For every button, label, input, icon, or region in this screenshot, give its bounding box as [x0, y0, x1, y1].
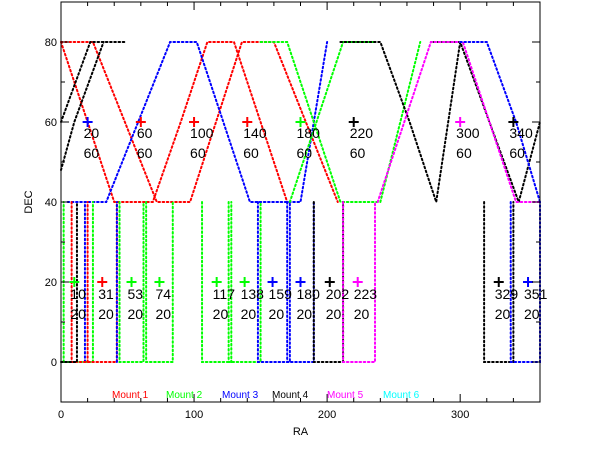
x-tick-label: 100 — [185, 409, 203, 421]
low-field-dec-label: 20 — [524, 306, 540, 322]
low-field-ra-label: 74 — [155, 286, 171, 302]
high-dec-footprint — [259, 41, 422, 203]
high-field-ra-label: 60 — [137, 125, 153, 141]
low-field-marker — [97, 277, 108, 287]
x-tick-label: 300 — [451, 409, 469, 421]
low-field-dec-label: 20 — [213, 306, 229, 322]
low-field-ra-label: 202 — [326, 286, 350, 302]
legend-item: Mount 6 — [383, 390, 420, 401]
high-dec-footprint — [60, 41, 105, 171]
high-field-marker — [82, 117, 93, 127]
low-field-marker — [352, 277, 363, 287]
low-field-marker — [154, 277, 165, 287]
low-field-ra-label: 223 — [354, 286, 378, 302]
high-dec-footprint — [60, 41, 126, 123]
high-field-ra-label: 100 — [190, 125, 214, 141]
low-field-ra-label: 10 — [70, 286, 86, 302]
field-labels: 20 60 60 60 100 60 140 60 180 60 220 60 300 60 340 60 10… — [70, 125, 547, 322]
y-tick-label: 40 — [45, 197, 57, 209]
high-field-marker — [242, 117, 253, 127]
high-dec-footprint — [459, 41, 541, 203]
legend-item: Mount 2 — [166, 390, 203, 401]
x-tick-label: 0 — [58, 409, 64, 421]
high-field-ra-label: 340 — [509, 125, 533, 141]
low-field-ra-label: 53 — [128, 286, 144, 302]
low-field-dec-label: 20 — [269, 306, 285, 322]
low-dec-footprint — [256, 201, 291, 363]
low-dec-footprint — [201, 201, 233, 363]
x-tick-label: 200 — [318, 409, 336, 421]
high-field-dec-label: 60 — [84, 145, 100, 161]
y-tick-label: 60 — [45, 117, 57, 129]
high-dec-footprint — [66, 41, 329, 203]
legend: Mount 1 Mount 2 Mount 3 Mount 4 Mount 5 Mount… — [112, 390, 420, 401]
high-dec-footprint — [376, 41, 541, 203]
low-field-ra-label: 180 — [297, 286, 321, 302]
high-field-ra-label: 20 — [84, 125, 100, 141]
low-field-ra-label: 31 — [98, 286, 114, 302]
x-axis-title: RA — [293, 426, 309, 438]
high-field-marker — [508, 117, 519, 127]
high-field-marker — [455, 117, 466, 127]
legend-item: Mount 3 — [222, 390, 259, 401]
high-field-dec-label: 60 — [297, 145, 313, 161]
high-field-marker — [348, 117, 359, 127]
low-field-dec-label: 20 — [155, 306, 171, 322]
low-field-ra-label: 138 — [241, 286, 265, 302]
y-tick-label: 20 — [45, 277, 57, 289]
low-dec-footprint — [118, 201, 145, 363]
low-field-dec-label: 20 — [241, 306, 257, 322]
high-field-dec-label: 60 — [509, 145, 525, 161]
high-field-dec-label: 60 — [243, 145, 259, 161]
legend-item: Mount 1 — [112, 390, 149, 401]
low-field-marker — [126, 277, 137, 287]
high-field-marker — [135, 117, 146, 127]
low-field-dec-label: 20 — [495, 306, 511, 322]
high-dec-footprint — [432, 41, 541, 206]
low-field-dec-label: 20 — [354, 306, 370, 322]
low-dec-footprint — [227, 201, 262, 363]
high-field-ra-label: 300 — [456, 125, 480, 141]
low-field-marker — [493, 277, 504, 287]
legend-item: Mount 5 — [327, 390, 364, 401]
high-dec-footprint — [339, 41, 462, 203]
low-field-ra-label: 159 — [269, 286, 293, 302]
high-field-dec-label: 60 — [137, 145, 153, 161]
low-field-dec-label: 20 — [70, 306, 86, 322]
low-field-marker — [69, 277, 80, 287]
low-field-dec-label: 20 — [98, 306, 114, 322]
high-field-dec-label: 60 — [456, 145, 472, 161]
field-markers — [69, 117, 534, 287]
y-axis-title: DEC — [23, 190, 35, 213]
low-field-ra-label: 329 — [495, 286, 519, 302]
high-dec-footprint — [60, 41, 289, 203]
high-field-dec-label: 60 — [350, 145, 366, 161]
low-field-marker — [295, 277, 306, 287]
low-field-dec-label: 20 — [326, 306, 342, 322]
y-tick-label: 0 — [51, 357, 57, 369]
low-field-marker — [523, 277, 534, 287]
high-field-ra-label: 140 — [243, 125, 267, 141]
low-field-marker — [211, 277, 222, 287]
low-field-dec-label: 20 — [297, 306, 313, 322]
high-field-ra-label: 220 — [350, 125, 374, 141]
low-field-marker — [267, 277, 278, 287]
low-dec-footprint — [342, 201, 377, 363]
low-field-dec-label: 20 — [128, 306, 144, 322]
high-dec-footprint — [60, 41, 339, 203]
low-field-ra-label: 117 — [213, 286, 236, 302]
y-tick-label: 80 — [45, 37, 57, 49]
axes: 0 100 200 300 0 20 40 60 80 — [45, 1, 541, 421]
high-field-marker — [295, 117, 306, 127]
high-field-marker — [189, 117, 200, 127]
low-field-ra-label: 351 — [524, 286, 548, 302]
high-field-dec-label: 60 — [190, 145, 206, 161]
low-field-marker — [239, 277, 250, 287]
low-field-marker — [324, 277, 335, 287]
legend-item: Mount 4 — [272, 390, 309, 401]
high-field-ra-label: 180 — [297, 125, 321, 141]
low-dec-footprint — [145, 201, 174, 363]
low-dec-footprint — [483, 201, 515, 363]
